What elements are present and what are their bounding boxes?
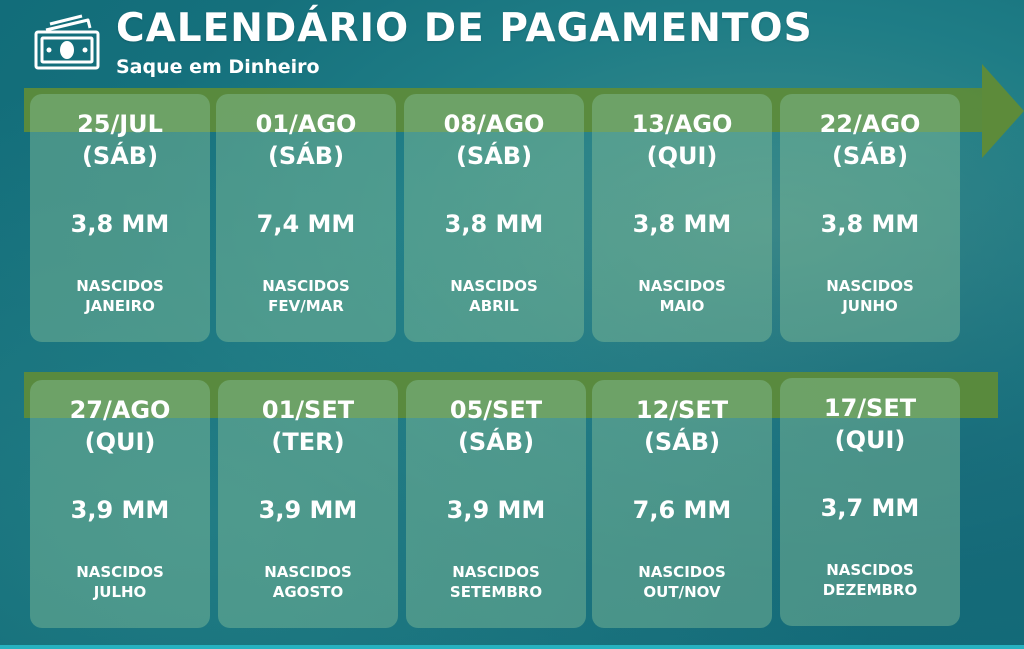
card-date: 27/AGO (QUI) [69, 396, 171, 456]
card-date: 25/JUL (SÁB) [77, 110, 163, 170]
payment-card: 27/AGO (QUI) 3,9 MM NASCIDOS JULHO [30, 380, 210, 628]
payment-card: 01/AGO (SÁB) 7,4 MM NASCIDOS FEV/MAR [216, 94, 396, 342]
card-label: NASCIDOS JUNHO [826, 277, 914, 315]
card-date: 17/SET (QUI) [823, 394, 917, 454]
card-date: 22/AGO (SÁB) [819, 110, 921, 170]
card-amount: 3,7 MM [820, 494, 920, 522]
payment-card: 01/SET (TER) 3,9 MM NASCIDOS AGOSTO [218, 380, 398, 628]
card-date: 13/AGO (QUI) [631, 110, 733, 170]
card-amount: 3,8 MM [70, 210, 170, 238]
payment-card: 12/SET (SÁB) 7,6 MM NASCIDOS OUT/NOV [592, 380, 772, 628]
arrow-head-icon [982, 64, 1024, 158]
payment-card: 25/JUL (SÁB) 3,8 MM NASCIDOS JANEIRO [30, 94, 210, 342]
payment-card: 13/AGO (QUI) 3,8 MM NASCIDOS MAIO [592, 94, 772, 342]
payment-card: 08/AGO (SÁB) 3,8 MM NASCIDOS ABRIL [404, 94, 584, 342]
card-date: 12/SET (SÁB) [635, 396, 729, 456]
card-amount: 3,8 MM [820, 210, 920, 238]
card-date: 01/AGO (SÁB) [255, 110, 357, 170]
card-label: NASCIDOS SETEMBRO [449, 563, 543, 601]
payment-card: 22/AGO (SÁB) 3,8 MM NASCIDOS JUNHO [780, 94, 960, 342]
page-subtitle: Saque em Dinheiro [116, 56, 320, 78]
card-date: 08/AGO (SÁB) [443, 110, 545, 170]
bottom-divider [0, 645, 1024, 649]
card-amount: 7,4 MM [256, 210, 356, 238]
card-label: NASCIDOS OUT/NOV [638, 563, 726, 601]
card-label: NASCIDOS JULHO [76, 563, 164, 601]
card-amount: 3,9 MM [70, 496, 170, 524]
card-amount: 3,8 MM [444, 210, 544, 238]
page-title: CALENDÁRIO DE PAGAMENTOS [116, 6, 813, 51]
card-amount: 7,6 MM [632, 496, 732, 524]
card-label: NASCIDOS JANEIRO [76, 277, 164, 315]
card-label: NASCIDOS ABRIL [450, 277, 538, 315]
card-label: NASCIDOS AGOSTO [264, 563, 352, 601]
card-label: NASCIDOS DEZEMBRO [822, 561, 918, 599]
card-amount: 3,9 MM [446, 496, 546, 524]
payment-card: 05/SET (SÁB) 3,9 MM NASCIDOS SETEMBRO [406, 380, 586, 628]
card-amount: 3,9 MM [258, 496, 358, 524]
payment-card: 17/SET (QUI) 3,7 MM NASCIDOS DEZEMBRO [780, 378, 960, 626]
card-label: NASCIDOS MAIO [638, 277, 726, 315]
money-bill-icon [34, 14, 100, 70]
card-amount: 3,8 MM [632, 210, 732, 238]
card-label: NASCIDOS FEV/MAR [262, 277, 350, 315]
card-date: 01/SET (TER) [261, 396, 355, 456]
card-date: 05/SET (SÁB) [449, 396, 543, 456]
